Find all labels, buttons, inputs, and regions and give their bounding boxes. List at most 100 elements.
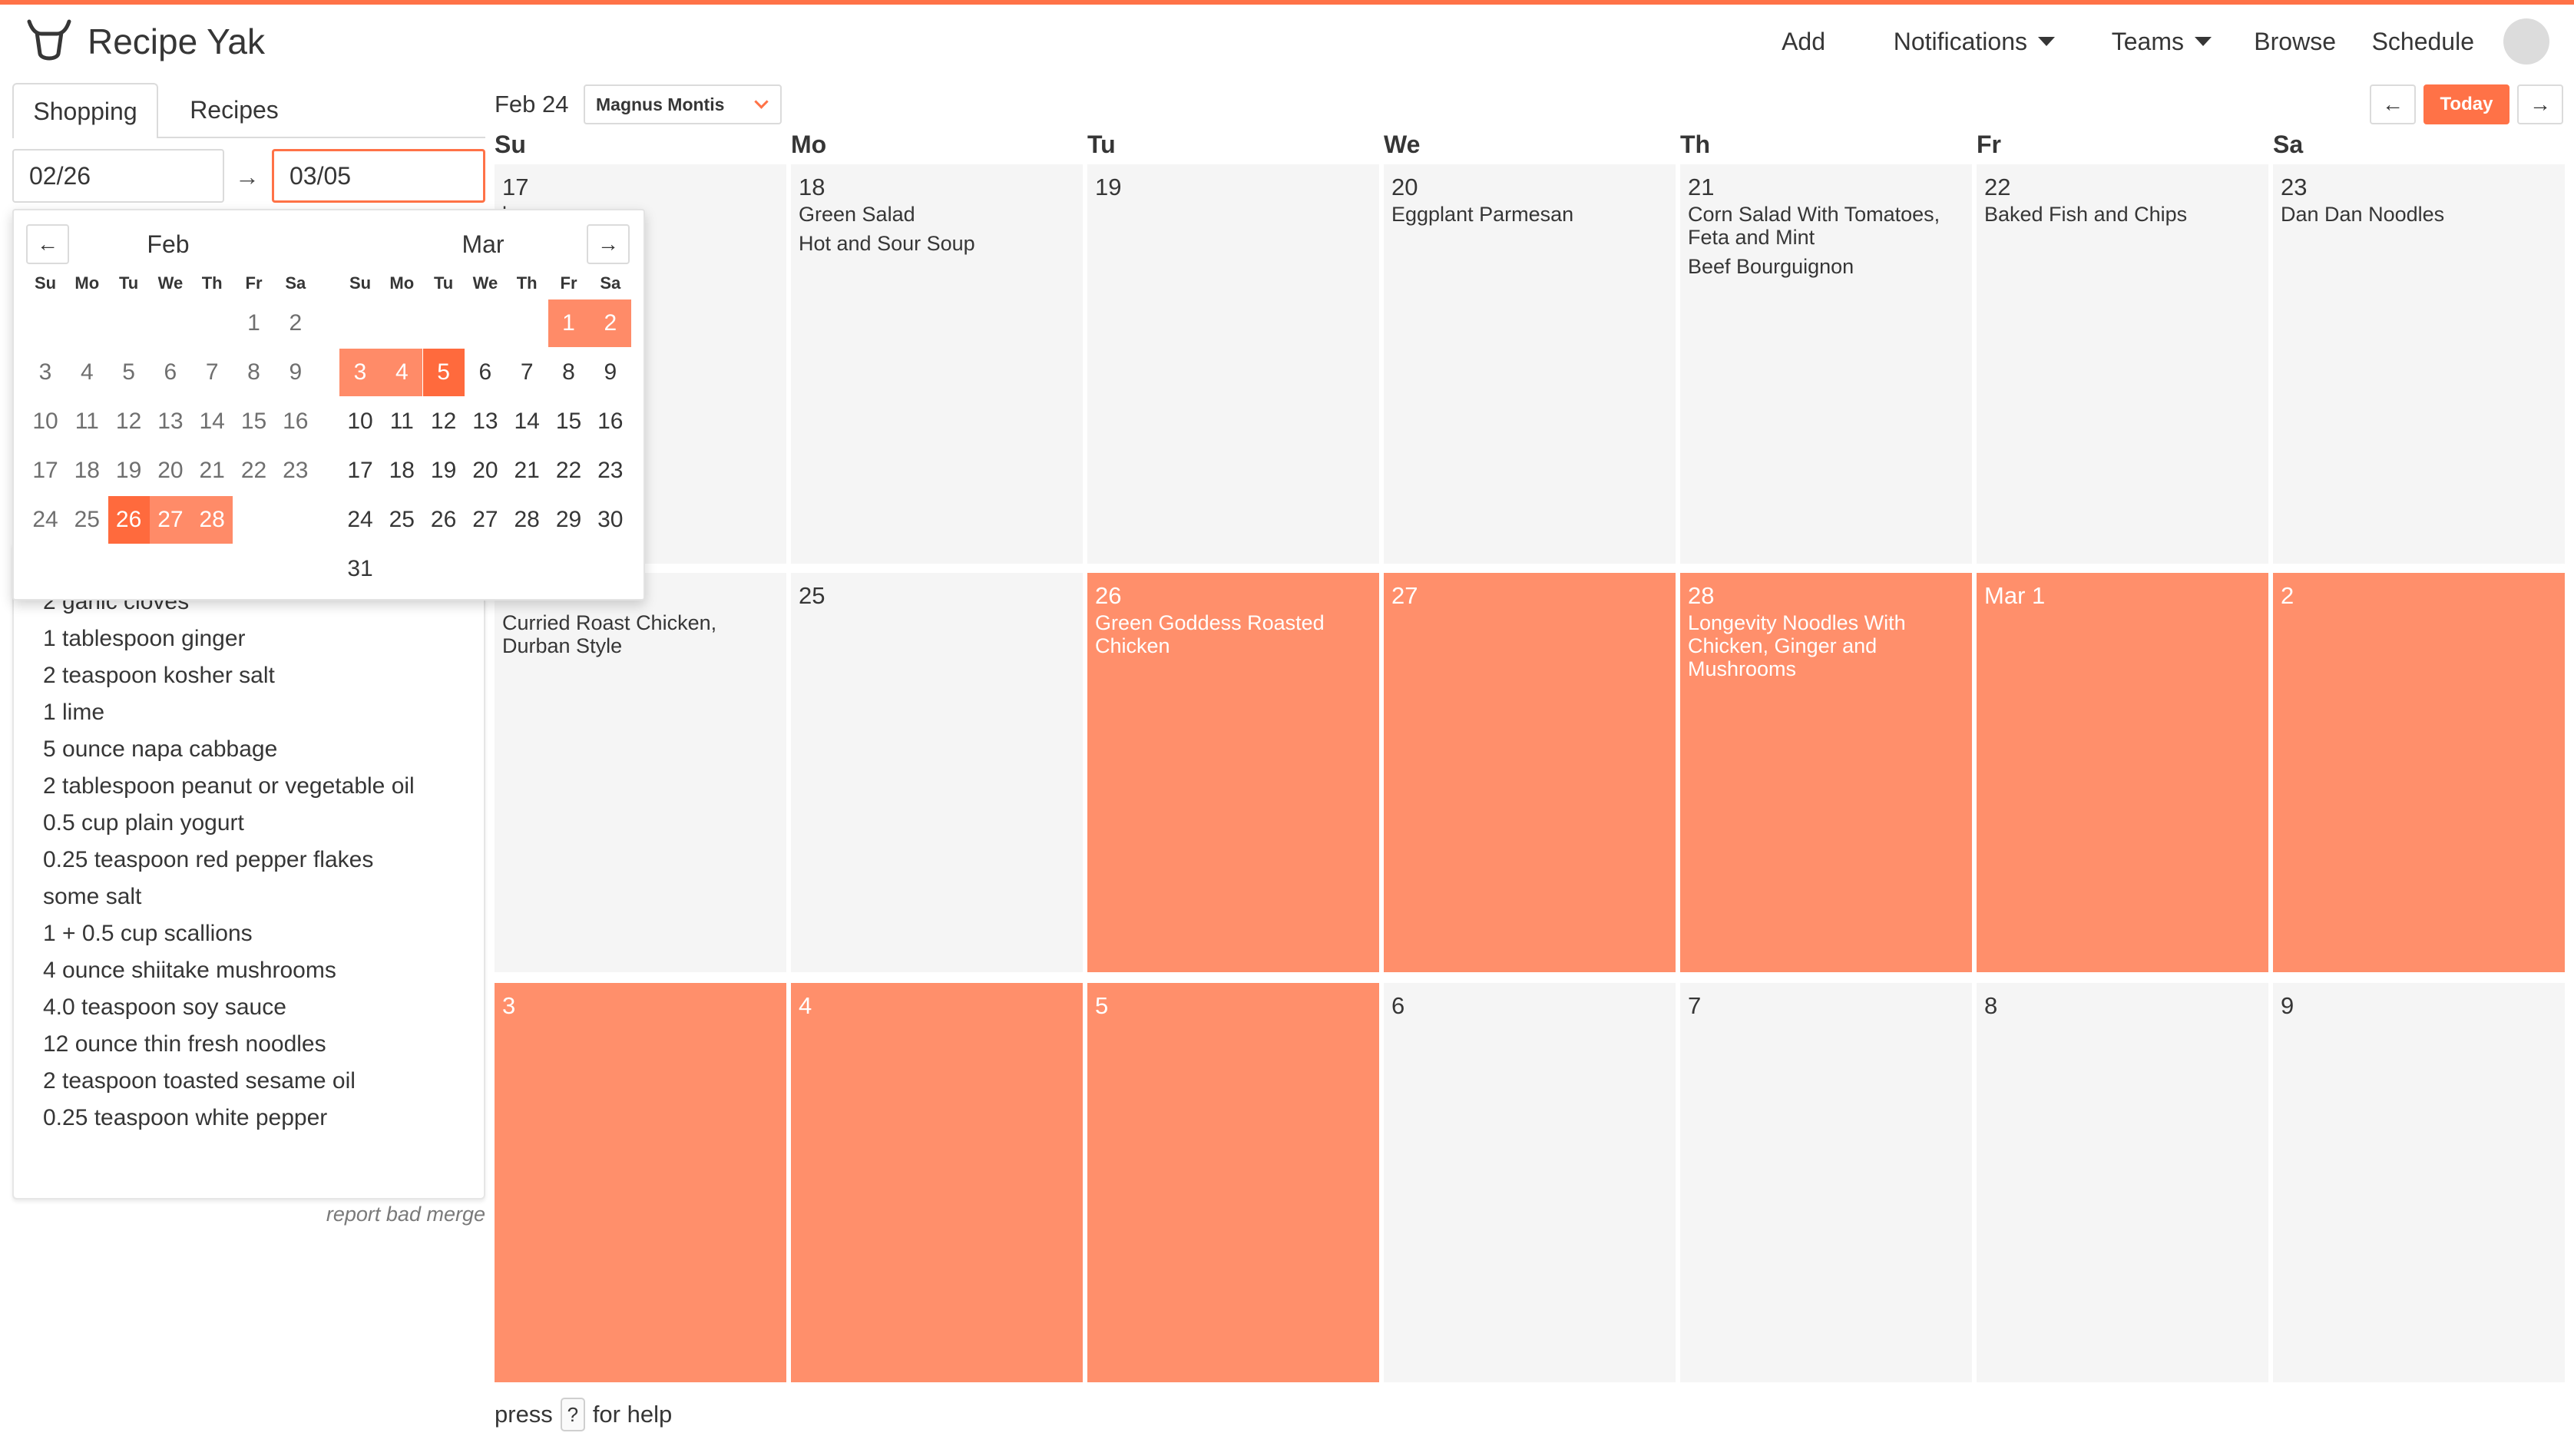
picker-day[interactable]: 25 [389, 507, 415, 532]
nav-schedule[interactable]: Schedule [2371, 27, 2474, 55]
calendar-day[interactable]: 19 [1087, 164, 1379, 564]
picker-day[interactable]: 19 [115, 458, 142, 483]
calendar-day[interactable]: 9 [2273, 983, 2565, 1382]
calendar-day[interactable]: 2 [2273, 573, 2565, 972]
calendar-day[interactable]: 21 Corn Salad With Tomatoes, Feta and Min… [1680, 164, 1972, 564]
calendar-day[interactable]: 5 [1087, 983, 1379, 1382]
calendar-day[interactable]: Curried Roast Chicken, Durban Style [495, 573, 786, 972]
picker-day[interactable]: 26 [108, 496, 150, 544]
scheduled-recipe[interactable]: Green Goddess Roasted Chicken [1095, 611, 1325, 657]
team-select[interactable]: Magnus Montis [584, 84, 782, 124]
picker-day[interactable]: 5 [422, 349, 465, 396]
scheduled-recipe[interactable]: Eggplant Parmesan [1391, 203, 1574, 226]
picker-day[interactable]: 29 [555, 507, 582, 532]
scheduled-recipe[interactable]: Baked Fish and Chips [1984, 203, 2188, 226]
picker-day[interactable]: 7 [205, 359, 219, 385]
picker-day[interactable]: 1 [548, 299, 590, 347]
tab-shopping[interactable]: Shopping [12, 83, 158, 138]
picker-day[interactable]: 18 [389, 458, 415, 483]
nav-add[interactable]: Add [1782, 27, 1825, 55]
picker-day[interactable]: 15 [240, 409, 267, 434]
calendar-today-button[interactable]: Today [2423, 84, 2509, 124]
picker-day[interactable]: 9 [289, 359, 303, 385]
picker-day[interactable]: 9 [604, 359, 617, 385]
calendar-day[interactable]: 27 [1384, 573, 1676, 972]
picker-day[interactable]: 24 [32, 507, 58, 532]
calendar-day[interactable]: 3 [495, 983, 786, 1382]
picker-day[interactable]: 4 [381, 349, 423, 396]
picker-day[interactable]: 31 [347, 556, 373, 581]
picker-day[interactable]: 16 [597, 409, 624, 434]
picker-day[interactable]: 22 [555, 458, 582, 483]
scheduled-recipe[interactable]: Longevity Noodles With Chicken, Ginger a… [1688, 611, 1906, 680]
picker-day[interactable]: 1 [247, 310, 260, 336]
picker-day[interactable]: 18 [74, 458, 100, 483]
picker-day[interactable]: 14 [199, 409, 225, 434]
calendar-day[interactable]: 7 [1680, 983, 1972, 1382]
report-bad-merge-link[interactable]: report bad merge [326, 1203, 485, 1226]
picker-day[interactable]: 3 [38, 359, 52, 385]
calendar-day[interactable]: 22 Baked Fish and Chips [1977, 164, 2268, 564]
picker-day[interactable]: 16 [283, 409, 309, 434]
picker-day[interactable]: 30 [597, 507, 624, 532]
app-logo[interactable]: Recipe Yak [25, 17, 265, 66]
end-date-input[interactable]: 03/05 [272, 149, 485, 203]
picker-day[interactable]: 23 [597, 458, 624, 483]
picker-day[interactable]: 7 [520, 359, 534, 385]
picker-day[interactable]: 8 [562, 359, 575, 385]
picker-day[interactable]: 11 [389, 409, 414, 434]
picker-day[interactable]: 27 [149, 496, 191, 544]
picker-day[interactable]: 4 [80, 359, 94, 385]
picker-day[interactable]: 17 [32, 458, 58, 483]
scheduled-recipe[interactable]: Curried Roast Chicken, Durban Style [502, 611, 717, 657]
picker-day[interactable]: 19 [430, 458, 457, 483]
picker-day[interactable]: 3 [339, 349, 381, 396]
picker-day[interactable]: 28 [191, 496, 233, 544]
picker-day[interactable]: 10 [347, 409, 373, 434]
picker-day[interactable]: 21 [199, 458, 225, 483]
picker-day[interactable]: 11 [74, 409, 99, 434]
picker-day[interactable]: 27 [472, 507, 498, 532]
picker-day[interactable]: 26 [430, 507, 457, 532]
picker-day[interactable]: 6 [478, 359, 492, 385]
picker-day[interactable]: 6 [164, 359, 177, 385]
picker-day[interactable]: 12 [115, 409, 142, 434]
picker-day[interactable]: 5 [122, 359, 135, 385]
scheduled-recipe[interactable]: Dan Dan Noodles [2281, 203, 2445, 226]
scheduled-recipe[interactable]: Hot and Sour Soup [799, 232, 975, 255]
calendar-day[interactable]: 20 Eggplant Parmesan [1384, 164, 1676, 564]
picker-day[interactable]: 17 [347, 458, 373, 483]
calendar-day[interactable]: 18 Green Salad Hot and Sour Soup [791, 164, 1083, 564]
calendar-day[interactable]: 26 Green Goddess Roasted Chicken [1087, 573, 1379, 972]
picker-day[interactable]: 20 [472, 458, 498, 483]
picker-day[interactable]: 13 [157, 409, 184, 434]
picker-day[interactable]: 15 [555, 409, 582, 434]
nav-notifications[interactable]: Notifications [1894, 28, 2055, 56]
picker-day[interactable]: 21 [514, 458, 540, 483]
calendar-day[interactable]: 23 Dan Dan Noodles [2273, 164, 2565, 564]
calendar-day[interactable]: 8 [1977, 983, 2268, 1382]
scheduled-recipe[interactable]: Corn Salad With Tomatoes, Feta and Mint [1688, 203, 1940, 249]
picker-day[interactable]: 13 [472, 409, 498, 434]
picker-day[interactable]: 10 [32, 409, 58, 434]
scheduled-recipe[interactable]: Green Salad [799, 203, 915, 226]
calendar-day[interactable]: 28 Longevity Noodles With Chicken, Ginger… [1680, 573, 1972, 972]
calendar-next-button[interactable]: → [2517, 84, 2563, 124]
picker-day[interactable]: 28 [514, 507, 540, 532]
tab-recipes[interactable]: Recipes [190, 95, 279, 124]
calendar-day[interactable]: 25 [791, 573, 1083, 972]
start-date-input[interactable]: 02/26 [12, 149, 224, 203]
user-avatar[interactable] [2503, 18, 2549, 65]
calendar-day[interactable]: 4 [791, 983, 1083, 1382]
picker-day[interactable]: 2 [289, 310, 303, 336]
calendar-day[interactable]: Mar 1 [1977, 573, 2268, 972]
picker-next-month-button[interactable]: → [587, 224, 630, 264]
picker-day[interactable]: 12 [430, 409, 457, 434]
picker-day[interactable]: 14 [514, 409, 540, 434]
picker-day[interactable]: 20 [157, 458, 184, 483]
nav-teams[interactable]: Teams [2112, 28, 2212, 56]
picker-day[interactable]: 23 [283, 458, 309, 483]
calendar-day[interactable]: 6 [1384, 983, 1676, 1382]
picker-prev-month-button[interactable]: ← [26, 224, 69, 264]
picker-day[interactable]: 24 [347, 507, 373, 532]
